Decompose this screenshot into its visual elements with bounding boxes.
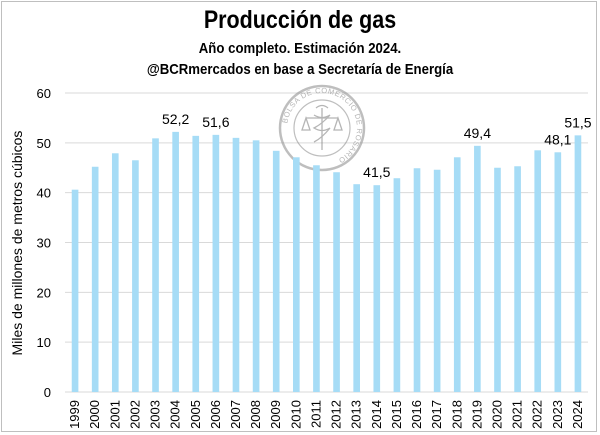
bar-2012 (333, 172, 340, 392)
x-tick-label: 2020 (489, 400, 504, 429)
bar-2003 (152, 138, 159, 392)
x-tick-label: 2016 (409, 400, 424, 429)
x-tick-label: 2014 (369, 400, 384, 429)
bar-2022 (534, 150, 542, 392)
data-labels: 52,2 51,6 41,5 49,4 48,151,5 (162, 111, 592, 180)
x-tick-label: 2012 (329, 400, 344, 429)
x-tick-label: 2009 (268, 400, 283, 429)
x-tick-label: 2005 (188, 400, 203, 429)
seal-inner-ring (293, 99, 351, 157)
x-tick-label: 2001 (107, 400, 122, 429)
x-tick-label: 2010 (288, 400, 303, 429)
x-tick-label: 2022 (530, 400, 545, 429)
x-tick-label: 2023 (550, 400, 565, 429)
bar-2024 (574, 135, 582, 392)
bar-2000 (91, 166, 99, 392)
y-tick-label: 20 (37, 285, 51, 300)
x-tick-label: 2017 (429, 400, 444, 429)
bar-1999 (71, 189, 79, 392)
x-tick-label: 2013 (349, 400, 364, 429)
bar-2013 (353, 184, 360, 392)
x-tick-label: 2015 (389, 400, 404, 429)
bar-2005 (192, 135, 200, 392)
watermark-seal: BOLSA DE COMERCIO DE ROSARIO (278, 84, 366, 172)
bar-2001 (111, 153, 119, 392)
bar-2015 (393, 178, 401, 392)
bar-2006 (212, 134, 220, 393)
y-tick-label: 50 (37, 136, 51, 151)
y-axis-label: Miles de millones de metros cúbicos (9, 131, 25, 356)
bar-2008 (252, 140, 260, 392)
x-tick-label: 2024 (570, 400, 585, 429)
bar-2016 (413, 168, 421, 392)
bar-2018 (453, 157, 461, 392)
gridlines (65, 92, 588, 393)
caduceus-scales-seal-icon (301, 104, 343, 150)
x-axis-ticks: 1999 2000 2001 2002 2003 2004 2005 2006 2007 2008… (67, 400, 585, 429)
y-tick-label: 60 (37, 86, 51, 101)
chart-subtitle: Año completo. Estimación 2024. (198, 40, 402, 57)
data-label-2019: 49,4 (464, 125, 491, 141)
x-tick-label: 2007 (228, 400, 243, 429)
x-tick-label: 2008 (248, 400, 263, 429)
x-tick-label: 2003 (148, 400, 163, 429)
x-tick-label: 2011 (308, 400, 323, 428)
chart-source: @BCRmercados en base a Secretaría de Ene… (146, 61, 454, 78)
x-tick-label: 2018 (449, 400, 464, 429)
data-label-2014: 41,5 (363, 164, 390, 180)
bar-2017 (433, 169, 441, 392)
seal-outer-ring (278, 84, 366, 172)
bar-2023 (554, 152, 562, 392)
bar-2004 (172, 131, 179, 392)
bar-2019 (474, 145, 481, 392)
bar-2014 (373, 185, 381, 392)
x-tick-label: 2004 (168, 400, 183, 429)
data-label-2024: 51,5 (564, 114, 591, 130)
bar-2007 (232, 137, 240, 392)
x-tick-label: 2019 (469, 400, 484, 429)
x-tick-label: 2021 (510, 400, 525, 429)
bar-2010 (293, 157, 300, 392)
data-label-2006: 51,6 (202, 114, 229, 130)
bar-series (71, 131, 582, 393)
y-axis-ticks: 0 10 20 30 40 50 60 (37, 86, 51, 400)
x-tick-label: 2000 (87, 400, 102, 429)
x-tick-label: 2002 (127, 400, 142, 429)
y-tick-label: 0 (44, 385, 51, 400)
y-tick-label: 40 (37, 186, 51, 201)
bar-2009 (272, 150, 280, 392)
x-tick-label: 2006 (208, 400, 223, 429)
y-tick-label: 10 (37, 335, 51, 350)
bar-2011 (313, 165, 320, 392)
chart-title: Producción de gas (203, 6, 397, 34)
bar-2002 (132, 160, 139, 392)
data-label-2023: 48,1 (544, 131, 571, 147)
bar-2021 (514, 166, 521, 392)
x-tick-label: 1999 (67, 400, 82, 429)
bar-2020 (494, 167, 501, 392)
y-tick-label: 30 (37, 236, 51, 251)
data-label-2004: 52,2 (162, 111, 189, 127)
